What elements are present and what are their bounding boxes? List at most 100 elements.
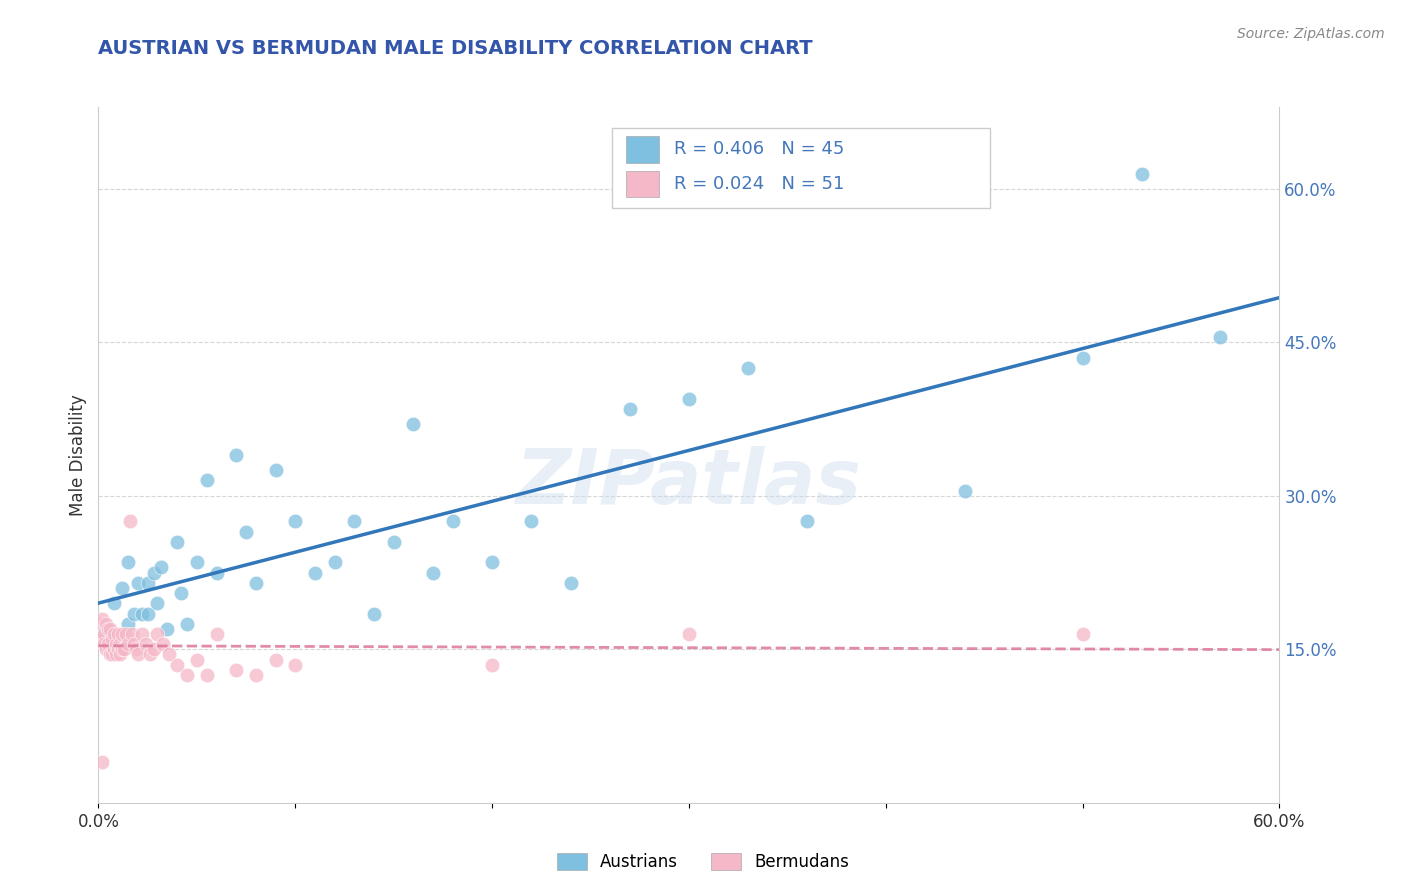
Point xyxy=(108,648,131,662)
Point xyxy=(127,575,149,590)
Point xyxy=(136,575,159,590)
Point xyxy=(176,668,198,682)
Point xyxy=(122,607,145,621)
Point xyxy=(111,642,134,657)
Y-axis label: Male Disability: Male Disability xyxy=(69,394,87,516)
Point xyxy=(1071,351,1094,365)
Text: AUSTRIAN VS BERMUDAN MALE DISABILITY CORRELATION CHART: AUSTRIAN VS BERMUDAN MALE DISABILITY COR… xyxy=(98,39,813,58)
Point xyxy=(186,652,208,666)
Text: ZIPatlas: ZIPatlas xyxy=(516,446,862,520)
Point xyxy=(131,627,153,641)
Point xyxy=(93,627,115,641)
Point xyxy=(402,417,425,432)
Point xyxy=(96,642,118,657)
FancyBboxPatch shape xyxy=(626,136,659,162)
Point xyxy=(146,627,169,641)
Point xyxy=(135,637,157,651)
Point xyxy=(323,555,346,569)
Point xyxy=(117,616,139,631)
FancyBboxPatch shape xyxy=(612,128,990,208)
Point xyxy=(422,566,444,580)
Point xyxy=(146,596,169,610)
Point xyxy=(195,668,218,682)
Point xyxy=(131,607,153,621)
Point xyxy=(678,392,700,406)
Point xyxy=(264,463,287,477)
Point xyxy=(111,581,134,595)
Text: R = 0.406   N = 45: R = 0.406 N = 45 xyxy=(673,140,844,159)
Point xyxy=(481,657,503,672)
Point xyxy=(103,642,125,657)
Point xyxy=(166,535,188,549)
Point xyxy=(97,622,120,636)
Point xyxy=(112,642,135,657)
Point xyxy=(166,657,188,672)
Point xyxy=(91,632,114,646)
Point xyxy=(93,627,115,641)
Point xyxy=(150,560,173,574)
Point xyxy=(678,627,700,641)
Point xyxy=(363,607,385,621)
Point xyxy=(98,622,121,636)
Point xyxy=(157,648,180,662)
Point xyxy=(1130,167,1153,181)
Point xyxy=(142,642,165,657)
Point xyxy=(108,637,131,651)
Legend: Austrians, Bermudans: Austrians, Bermudans xyxy=(548,845,858,880)
Point xyxy=(127,648,149,662)
Point xyxy=(93,637,115,651)
Point xyxy=(152,637,174,651)
Point xyxy=(245,575,267,590)
Point xyxy=(284,657,307,672)
Point xyxy=(125,642,148,657)
Text: R = 0.024   N = 51: R = 0.024 N = 51 xyxy=(673,175,844,194)
Point xyxy=(343,515,366,529)
Point xyxy=(264,652,287,666)
Point xyxy=(481,555,503,569)
Point xyxy=(117,637,139,651)
Point xyxy=(121,627,143,641)
Point xyxy=(1209,330,1232,344)
Point xyxy=(91,755,114,769)
Point xyxy=(107,627,129,641)
Point xyxy=(103,627,125,641)
Point xyxy=(225,448,247,462)
Point xyxy=(1071,627,1094,641)
Point xyxy=(96,616,118,631)
Point xyxy=(195,474,218,488)
Point xyxy=(205,627,228,641)
Point xyxy=(138,648,160,662)
Point xyxy=(136,607,159,621)
Point xyxy=(176,616,198,631)
Point xyxy=(122,637,145,651)
Point xyxy=(97,637,120,651)
Point xyxy=(107,642,129,657)
Point xyxy=(115,627,138,641)
Point xyxy=(101,648,124,662)
Point xyxy=(117,555,139,569)
Point xyxy=(142,566,165,580)
Point xyxy=(520,515,543,529)
Point xyxy=(953,483,976,498)
Point xyxy=(91,612,114,626)
Point xyxy=(737,361,759,376)
Point xyxy=(89,616,111,631)
Text: Source: ZipAtlas.com: Source: ZipAtlas.com xyxy=(1237,27,1385,41)
Point xyxy=(205,566,228,580)
Point xyxy=(186,555,208,569)
Point xyxy=(284,515,307,529)
Point xyxy=(170,586,193,600)
Point xyxy=(441,515,464,529)
Point xyxy=(107,637,129,651)
Point xyxy=(103,596,125,610)
Point xyxy=(101,632,124,646)
Point xyxy=(245,668,267,682)
Point xyxy=(98,648,121,662)
Point xyxy=(382,535,405,549)
FancyBboxPatch shape xyxy=(626,171,659,197)
Point xyxy=(118,515,141,529)
Point xyxy=(235,524,257,539)
Point xyxy=(225,663,247,677)
Point xyxy=(796,515,818,529)
Point xyxy=(304,566,326,580)
